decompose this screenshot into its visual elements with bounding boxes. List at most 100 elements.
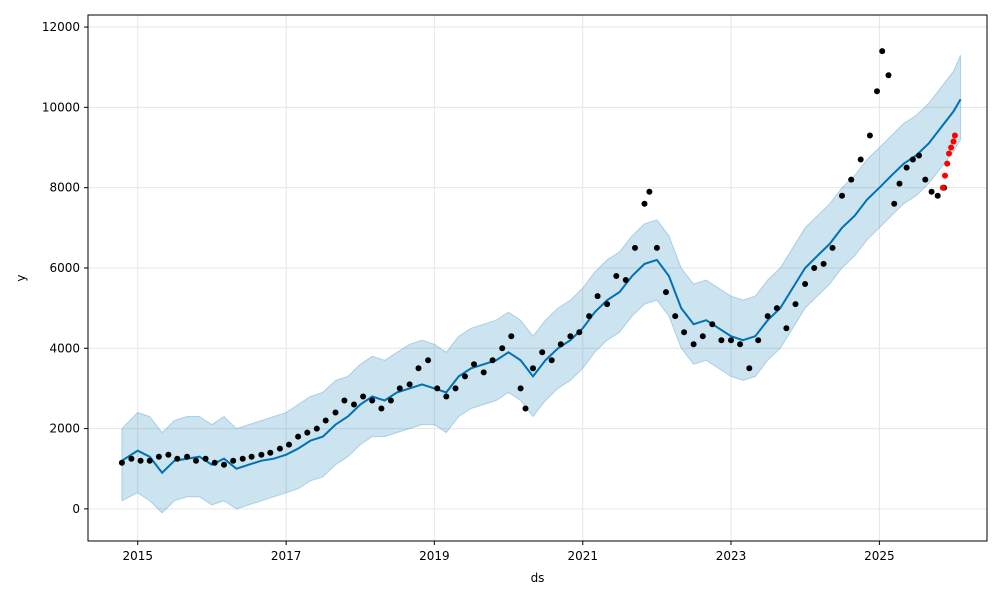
observed-point xyxy=(118,459,125,466)
observed-point xyxy=(221,461,227,468)
observed-point xyxy=(184,453,191,460)
observed-point xyxy=(773,305,780,312)
x-tick-label: 2021 xyxy=(568,549,599,563)
observed-point xyxy=(193,457,199,464)
grid-layer xyxy=(88,15,987,541)
observed-point xyxy=(267,449,274,456)
observed-point xyxy=(396,385,403,392)
observed-point xyxy=(489,357,496,364)
observed-point xyxy=(820,260,827,267)
observed-point xyxy=(471,361,477,368)
y-tick-label: 4000 xyxy=(49,341,80,355)
x-tick-label: 2023 xyxy=(716,549,747,563)
recent-point xyxy=(948,144,955,151)
observed-point xyxy=(792,301,799,308)
y-tick-label: 12000 xyxy=(42,20,80,34)
observed-point xyxy=(604,301,611,308)
observed-point xyxy=(443,393,450,400)
observed-point xyxy=(737,341,744,348)
x-tick-label: 2019 xyxy=(419,549,450,563)
observed-point xyxy=(866,132,873,139)
observed-point xyxy=(499,345,506,352)
observed-point xyxy=(165,451,172,458)
observed-point xyxy=(211,459,218,466)
y-axis-title: y xyxy=(14,274,28,281)
observed-point xyxy=(539,349,546,356)
observed-point xyxy=(378,405,385,412)
observed-point xyxy=(896,180,903,187)
observed-point xyxy=(230,457,237,464)
observed-point xyxy=(857,156,864,163)
observed-point xyxy=(128,455,135,462)
y-axis-ticks: 0 2000 4000 6000 8000 10000 12000 xyxy=(42,20,88,516)
observed-point xyxy=(567,333,574,340)
recent-point xyxy=(946,150,952,157)
observed-point xyxy=(690,341,697,348)
observed-point xyxy=(903,164,910,171)
observed-point xyxy=(874,88,880,95)
observed-point xyxy=(891,200,898,207)
recent-point xyxy=(939,184,946,191)
observed-point xyxy=(699,333,706,340)
y-tick-label: 10000 xyxy=(42,100,80,114)
observed-point xyxy=(322,417,329,424)
observed-point xyxy=(137,457,144,464)
observed-point xyxy=(341,397,348,404)
observed-point xyxy=(462,373,468,380)
plot-frame xyxy=(87,14,988,542)
observed-point xyxy=(709,321,716,328)
observed-point xyxy=(829,244,836,251)
observed-point xyxy=(360,393,367,400)
observed-point xyxy=(811,265,818,271)
observed-point xyxy=(916,152,922,159)
observed-point xyxy=(663,289,669,296)
uncertainty-band-layer xyxy=(121,54,962,514)
observed-point xyxy=(508,333,515,340)
observed-point xyxy=(672,313,679,320)
observed-point xyxy=(425,357,432,364)
forecast-line xyxy=(121,98,962,475)
uncertainty-band xyxy=(121,54,962,514)
observed-point xyxy=(155,453,162,460)
observed-point xyxy=(586,313,593,320)
x-axis-ticks: 2015 2017 2019 2021 2023 2025 xyxy=(122,541,895,563)
observed-point xyxy=(332,409,339,416)
recent-point xyxy=(951,132,958,139)
x-tick-label: 2017 xyxy=(271,549,302,563)
observed-point xyxy=(480,369,487,376)
observed-point xyxy=(718,337,725,344)
observed-point xyxy=(434,385,441,392)
y-tick-label: 8000 xyxy=(49,181,80,195)
observed-point xyxy=(641,200,648,207)
observed-point xyxy=(653,244,660,251)
observed-point xyxy=(276,445,283,452)
observed-point xyxy=(622,277,629,283)
observed-point xyxy=(728,337,734,344)
observed-point xyxy=(239,455,246,462)
x-axis-title: ds xyxy=(531,571,545,585)
observed-point xyxy=(783,325,790,332)
observed-point xyxy=(522,405,529,412)
observed-point xyxy=(146,457,153,464)
observed-point xyxy=(415,365,422,372)
observed-point xyxy=(202,455,209,462)
observed-point xyxy=(594,293,601,300)
recent-point xyxy=(944,160,951,167)
x-tick-label: 2025 xyxy=(864,549,895,563)
y-tick-label: 6000 xyxy=(49,261,80,275)
recent-point xyxy=(950,138,957,145)
observed-point xyxy=(632,244,638,251)
observed-point xyxy=(517,385,524,392)
observed-point xyxy=(351,401,357,408)
observed-point xyxy=(452,385,459,392)
y-tick-label: 0 xyxy=(72,502,80,516)
observed-point xyxy=(848,176,855,183)
observed-point xyxy=(530,365,536,372)
observed-point xyxy=(548,357,555,364)
observed-point xyxy=(755,337,762,344)
observed-point xyxy=(304,429,311,436)
observed-point xyxy=(802,281,809,287)
observed-point xyxy=(839,192,845,199)
observed-point xyxy=(746,365,753,372)
